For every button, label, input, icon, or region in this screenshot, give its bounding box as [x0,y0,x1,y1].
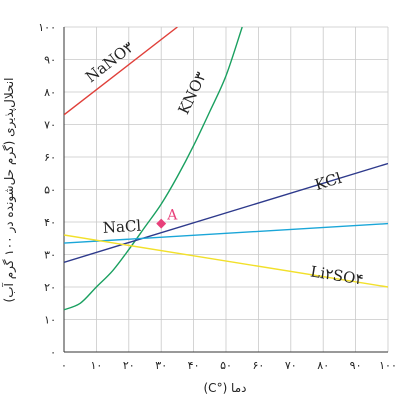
y-tick-label: ۰ [50,346,56,359]
x-tick-label: ۰ [61,359,67,372]
y-tick-label: ۸۰ [44,86,56,99]
x-tick-label: ۱۰ [90,359,102,372]
x-tick-label: ۱۰۰ [379,359,397,372]
y-tick-label: ۷۰ [44,119,56,132]
x-tick-label: ۷۰ [285,359,297,372]
x-tick-label: ۲۰ [123,359,135,372]
y-tick-label: ۶۰ [44,151,56,164]
y-tick-label: ۱۰ [44,314,56,327]
axes: ۰ ۱۰ ۲۰ ۳۰ ۴۰ ۵۰ ۶۰ ۷۰ ۸۰ ۹۰ ۱۰۰ ۰ ۱۰ ۲۰ ۳۰ ۴۰ ۵۰ ۶۰ ۷۰ ۸۰ ۹… [38,21,397,372]
y-tick-label: ۵۰ [44,184,56,197]
x-axis-title: دما (°C) [203,381,246,395]
series-label: KNO۳ [175,69,210,117]
x-tick-label: ۳۰ [155,359,167,372]
y-tick-label: ۹۰ [44,54,56,67]
x-tick-label: ۶۰ [252,359,264,372]
series-line [64,27,243,311]
x-tick-label: ۸۰ [317,359,329,372]
y-tick-label: ۲۰ [44,281,56,294]
series-label: Li۲SO۴ [309,262,365,288]
series-line [64,222,388,244]
y-axis-title: انحلال‌پذیری (گرم حل‌شونده در ۱۰۰ گرم آب… [1,78,17,303]
point-marker [156,218,167,229]
series-line [64,27,178,116]
series-lines [64,27,388,311]
point-label: A [166,208,178,224]
x-tick-label: ۵۰ [220,359,232,372]
series-line [64,234,388,288]
annotations: A [156,208,178,229]
y-tick-label: ۴۰ [44,216,56,229]
series-label: KCl [313,169,344,194]
x-tick-label: ۹۰ [350,359,362,372]
y-tick-label: ۳۰ [44,249,56,262]
series-label: NaCl [102,217,142,237]
series-line [64,162,388,263]
x-tick-label: ۴۰ [188,359,200,372]
y-tick-label: ۱۰۰ [38,21,56,34]
